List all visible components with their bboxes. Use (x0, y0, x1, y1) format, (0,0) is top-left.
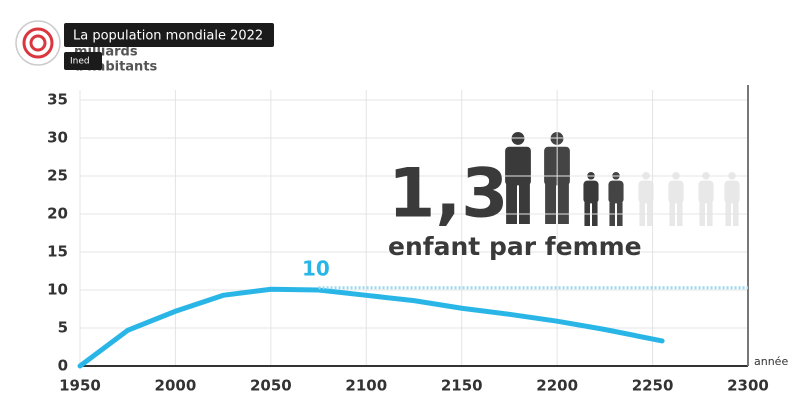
person-body (505, 146, 531, 186)
x-tick-label: 2250 (632, 377, 674, 395)
y-tick-label: 30 (47, 129, 68, 147)
person-leg (545, 183, 556, 224)
person-body (583, 180, 599, 204)
x-axis-label: année (754, 355, 788, 368)
person-body (668, 180, 684, 204)
peak-annotation: 10 (302, 257, 330, 281)
x-tick-label: 2150 (441, 377, 483, 395)
people-icons (505, 132, 740, 226)
x-tick-label: 2200 (536, 377, 578, 395)
channel-name: Ined (70, 57, 90, 67)
y-tick-label: 5 (58, 319, 68, 337)
x-tick-label: 2100 (345, 377, 387, 395)
person-body (724, 180, 740, 204)
x-tick-label: 2050 (250, 377, 292, 395)
fertility-label: enfant par femme (388, 232, 642, 261)
channel-badge (64, 52, 102, 70)
title-overlay (64, 23, 274, 47)
x-tick-label: 1950 (59, 377, 101, 395)
person-leg (558, 183, 569, 224)
y-tick-label: 20 (47, 205, 68, 223)
video-title: La population mondiale 2022 (73, 29, 263, 44)
y-tick-label: 35 (47, 91, 68, 109)
series-line (77, 286, 665, 369)
big-number: 1,3 (388, 155, 508, 234)
person-body (638, 180, 654, 204)
person-body (608, 180, 624, 204)
x-tick-label: 2300 (727, 377, 769, 395)
y-tick-label: 25 (47, 167, 68, 185)
x-tick-label: 2000 (155, 377, 197, 395)
logo (15, 20, 61, 66)
y-tick-label: 15 (47, 243, 68, 261)
person-body (698, 180, 714, 204)
y-tick-label: 0 (58, 357, 68, 375)
person-leg (519, 183, 530, 224)
y-tick-label: 10 (47, 281, 68, 299)
person-leg (506, 183, 517, 224)
